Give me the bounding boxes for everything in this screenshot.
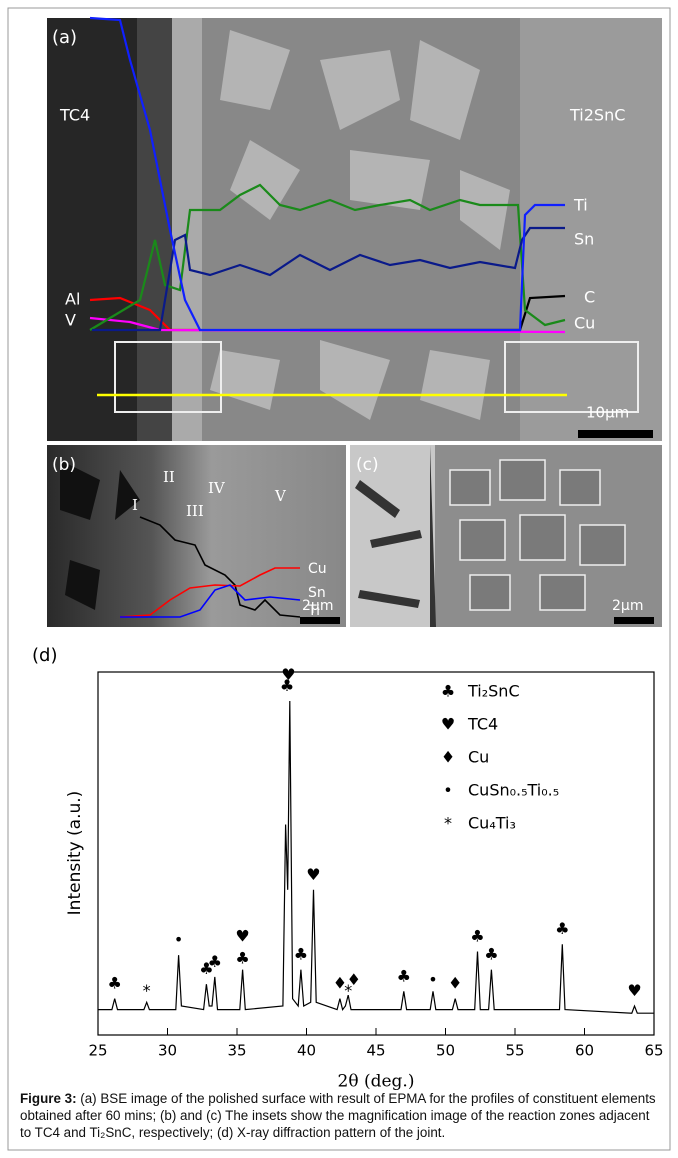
peak-label: ♣ xyxy=(108,974,122,993)
peak-label: ♣ xyxy=(397,966,411,985)
legend-label: Ti₂SnC xyxy=(467,682,520,701)
inset-box xyxy=(504,341,639,413)
plot-frame xyxy=(97,671,655,1036)
peak-label: ♦ xyxy=(333,974,347,993)
interface-zone xyxy=(137,18,172,441)
element-label: Ti xyxy=(307,603,320,619)
peak-label: ♣ xyxy=(294,945,308,964)
profiles xyxy=(89,16,566,334)
element-label: Sn xyxy=(308,585,326,601)
xrd-pattern xyxy=(98,700,654,1014)
element-label: Al xyxy=(65,290,80,309)
peak-label: ♣ xyxy=(470,926,484,945)
peak-label: ♣ xyxy=(208,952,222,971)
xrd-chart: (d) 2θ (deg.) Intensity (a.u.) 25 30 35 40 4… xyxy=(32,645,664,1092)
peak-label: ♥ xyxy=(306,865,320,884)
panel-label: (c) xyxy=(356,455,379,475)
x-tick-label: 65 xyxy=(644,1042,663,1060)
scale-bar xyxy=(614,617,654,624)
caption: Figure 3: (a) BSE image of the polished … xyxy=(20,1090,660,1141)
peak-label: * xyxy=(143,981,151,1000)
peak-label: • xyxy=(174,930,183,949)
panel-label: (d) xyxy=(32,645,57,666)
scale-bar xyxy=(578,430,653,438)
x-tick-label: 35 xyxy=(227,1042,246,1060)
zone-label: IV xyxy=(208,479,226,497)
phase-pattern xyxy=(210,30,510,420)
scale-label: 10μm xyxy=(586,404,629,422)
legend-label: Cu xyxy=(468,748,489,767)
y-axis-label: Intensity (a.u.) xyxy=(65,791,85,916)
peak-label: • xyxy=(428,970,437,989)
inset-box xyxy=(114,341,222,413)
x-axis-label: 2θ (deg.) xyxy=(338,1072,415,1092)
legend-symbol: ♥ xyxy=(441,715,455,734)
frame xyxy=(7,7,671,1151)
peak-label: ♦ xyxy=(347,970,361,989)
peak-label: ♣ xyxy=(280,676,294,695)
zone-label: I xyxy=(132,496,138,514)
peak-label: ♥ xyxy=(281,665,295,684)
panel-c: (c) 2μm xyxy=(350,445,662,627)
element-label: V xyxy=(65,311,76,330)
peak-label: ♣ xyxy=(555,919,569,938)
zone-label: Ti2SnC xyxy=(569,106,625,125)
zone-label: II xyxy=(163,468,175,486)
scale-label: 2μm xyxy=(612,598,643,614)
micrograph xyxy=(47,445,346,627)
peak-label: ♦ xyxy=(448,974,462,993)
zone-label: TC4 xyxy=(59,106,90,125)
profiles xyxy=(119,516,301,618)
tc4-zone xyxy=(47,18,137,441)
element-label: C xyxy=(584,288,595,307)
scale-bar xyxy=(300,617,340,624)
x-tick-label: 40 xyxy=(297,1042,316,1060)
peak-label: ♣ xyxy=(199,959,213,978)
x-tick-label: 30 xyxy=(158,1042,177,1060)
legend-symbol: ♦ xyxy=(441,748,455,767)
peak-label: ♣ xyxy=(235,948,249,967)
element-label: Cu xyxy=(574,314,595,333)
peak-label: ♣ xyxy=(484,945,498,964)
element-label: Ti xyxy=(573,196,588,215)
phase-pattern xyxy=(355,445,436,627)
legend-symbol: • xyxy=(443,781,452,800)
panel-label: (a) xyxy=(52,27,77,48)
element-label: Sn xyxy=(574,230,594,249)
caption-text: (a) BSE image of the polished surface wi… xyxy=(20,1091,656,1140)
zone-label: V xyxy=(274,487,287,505)
zone-label: III xyxy=(186,502,204,520)
legend-symbol: * xyxy=(444,814,452,833)
x-tick-label: 25 xyxy=(88,1042,107,1060)
x-tick-label: 50 xyxy=(436,1042,455,1060)
x-tick-label: 60 xyxy=(575,1042,594,1060)
legend-label: TC4 xyxy=(467,715,498,734)
peak-label: ♥ xyxy=(627,981,641,1000)
element-label: Cu xyxy=(308,561,327,577)
panel-label: (b) xyxy=(52,455,76,475)
panel-a: (a) TC4 Ti2SnC Ti Sn C Cu Al V 10μm xyxy=(47,16,662,441)
x-tick-label: 55 xyxy=(505,1042,524,1060)
legend-label: CuSn₀.₅Ti₀.₅ xyxy=(468,781,559,800)
peak-label: * xyxy=(344,981,352,1000)
scale-label: 2μm xyxy=(302,598,333,614)
peak-label: ♥ xyxy=(235,926,249,945)
legend-symbol: ♣ xyxy=(441,682,455,701)
phase-pattern xyxy=(60,460,140,610)
caption-label: Figure 3: xyxy=(20,1091,77,1106)
x-tick-label: 45 xyxy=(366,1042,385,1060)
panel-b: (b) I II III IV V Cu Sn Ti 2μm xyxy=(47,445,346,627)
grain-pattern xyxy=(449,459,626,611)
legend-label: Cu₄Ti₃ xyxy=(468,814,516,833)
